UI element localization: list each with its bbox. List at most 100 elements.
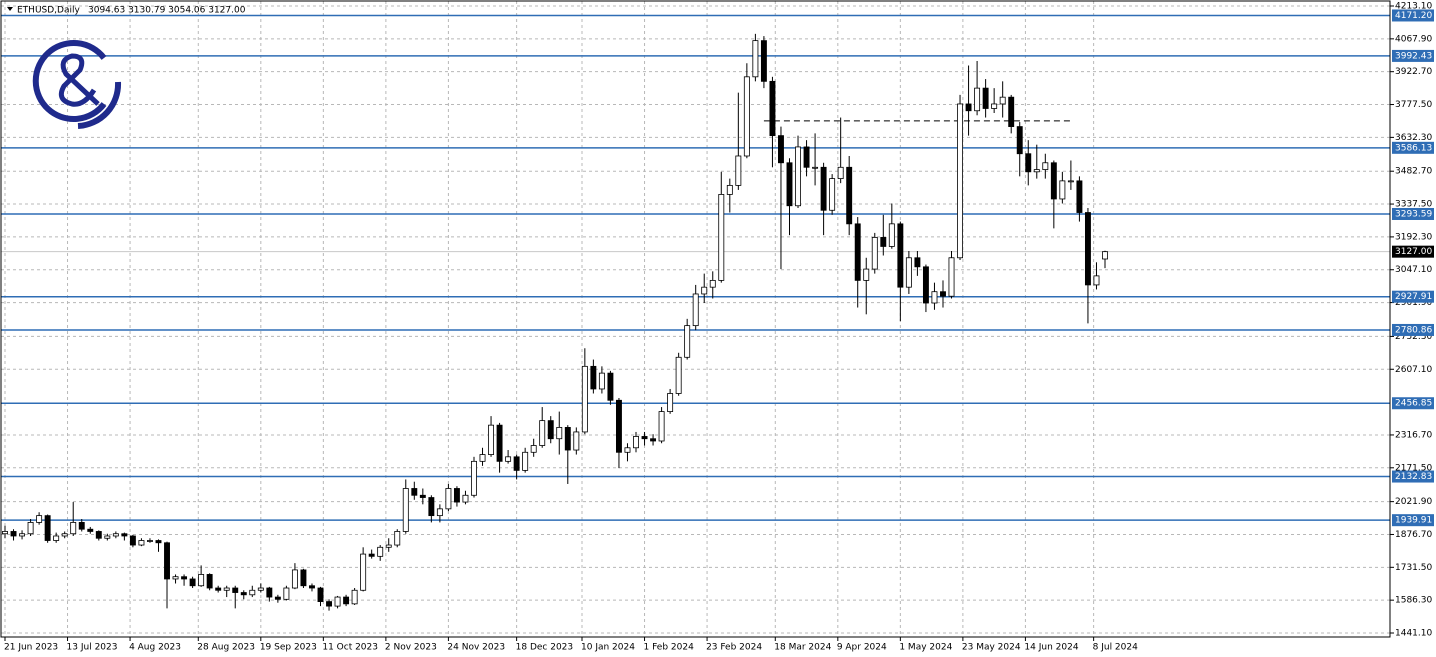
candle-body <box>650 438 657 442</box>
candle-body <box>462 494 469 503</box>
candle-body <box>44 515 51 541</box>
candle-body <box>1102 251 1108 260</box>
candle-body <box>991 103 998 109</box>
candle-body <box>735 155 742 186</box>
symbol-menu-arrow[interactable] <box>7 7 13 11</box>
candle-body <box>1042 162 1049 170</box>
candle-body <box>249 589 256 596</box>
level-label: 3992.43 <box>1395 51 1432 61</box>
candle-body <box>206 574 213 589</box>
y-tick-label: 2021.90 <box>1395 497 1432 507</box>
candle-body <box>257 587 264 591</box>
candle-body <box>914 257 921 268</box>
candle-body <box>240 592 247 596</box>
candle-body <box>1076 180 1083 213</box>
candle-body <box>70 522 77 535</box>
candle-body <box>658 411 665 442</box>
candle-body <box>36 515 43 523</box>
level-label: 2132.83 <box>1395 472 1432 482</box>
candle-body <box>471 460 477 496</box>
candle-body <box>215 587 222 591</box>
candle-body <box>61 533 68 537</box>
candle-body <box>343 596 350 605</box>
candle-body <box>547 420 554 440</box>
candle-body <box>803 146 810 168</box>
y-tick-label: 1441.10 <box>1395 629 1432 639</box>
level-label: 1939.91 <box>1395 516 1432 526</box>
candle-body <box>223 587 230 591</box>
candle-body <box>675 356 682 394</box>
candle-body <box>854 223 861 281</box>
x-tick-label: 14 Jun 2024 <box>1024 643 1078 653</box>
x-tick-label: 18 Dec 2023 <box>516 643 574 653</box>
chart-title: ETHUSD,Daily <box>17 6 80 16</box>
candle-body <box>78 522 85 530</box>
candle-body <box>692 293 699 327</box>
candle-body <box>931 291 938 304</box>
candle-body <box>718 194 725 281</box>
candle-body <box>846 166 853 225</box>
candle-body <box>189 578 196 587</box>
candle-body <box>1025 153 1032 173</box>
candle-body <box>453 488 460 503</box>
x-tick-label: 9 Apr 2024 <box>837 643 887 653</box>
candle-body <box>232 587 239 593</box>
candle-body <box>27 522 34 535</box>
y-tick-label: 3192.30 <box>1395 232 1432 242</box>
candle-body <box>1093 275 1100 286</box>
x-tick-label: 13 Jul 2023 <box>67 643 118 653</box>
candle-body <box>368 553 375 557</box>
candle-body <box>871 237 878 270</box>
candle-body <box>726 184 733 195</box>
candle-body <box>129 535 136 546</box>
level-label: 2927.91 <box>1395 292 1432 302</box>
level-label: 3293.59 <box>1395 209 1432 219</box>
x-tick-label: 21 Jun 2023 <box>4 643 58 653</box>
candle-body <box>598 372 605 390</box>
candle-body <box>317 587 324 602</box>
candle-body <box>581 365 588 433</box>
candle-body <box>496 424 503 462</box>
candle-body <box>641 436 648 440</box>
x-tick-label: 8 Jul 2024 <box>1093 643 1138 653</box>
x-tick-label: 4 Aug 2023 <box>129 643 181 653</box>
level-label-box <box>1392 470 1434 483</box>
x-tick-label: 1 Feb 2024 <box>644 643 695 653</box>
level-label-box <box>1392 207 1434 220</box>
level-label-box <box>1392 290 1434 303</box>
candle-body <box>283 587 290 600</box>
candle-body <box>795 146 801 207</box>
last-price-box <box>1392 245 1434 258</box>
candle-body <box>436 508 443 517</box>
candle-body <box>922 266 929 304</box>
y-tick-label: 3047.10 <box>1395 265 1432 275</box>
candle-body <box>1050 162 1057 200</box>
candle-body <box>291 569 298 589</box>
candle-body <box>905 257 912 288</box>
candle-body <box>112 533 119 537</box>
candle-body <box>419 494 426 498</box>
candle-body <box>880 237 887 247</box>
level-label: 2456.85 <box>1395 399 1432 409</box>
candle-body <box>394 531 401 546</box>
y-tick-label: 4067.90 <box>1395 34 1432 44</box>
level-label-box <box>1392 49 1434 62</box>
candle-body <box>667 393 674 412</box>
candle-body <box>1059 180 1066 200</box>
candle-body <box>266 587 273 598</box>
level-label: 2780.86 <box>1395 325 1432 335</box>
candle-body <box>888 223 895 247</box>
candle-body <box>590 365 597 390</box>
candle-body <box>1067 180 1074 183</box>
grid <box>1 1 1390 637</box>
candle-body <box>1016 126 1023 155</box>
candle-body <box>564 427 571 451</box>
candle-body <box>104 535 111 539</box>
candle-body <box>615 399 622 453</box>
candle-body <box>974 87 981 112</box>
candle-body <box>940 291 946 297</box>
x-tick-label: 10 Jan 2024 <box>581 643 635 653</box>
x-tick-label: 11 Oct 2023 <box>322 643 378 653</box>
candle-body <box>445 488 452 510</box>
candle-body <box>539 420 546 446</box>
